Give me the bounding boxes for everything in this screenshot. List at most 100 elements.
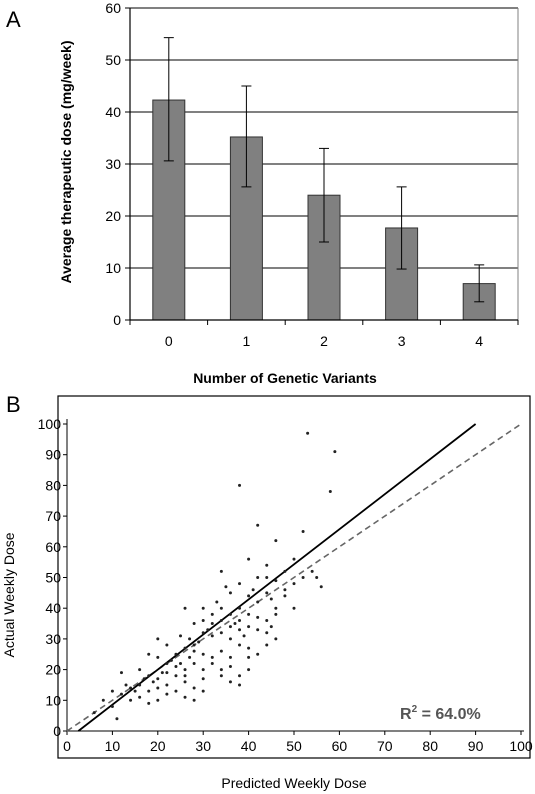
panel-b-letter: B (6, 392, 21, 417)
data-point (283, 588, 287, 592)
data-point (256, 600, 260, 604)
data-point (138, 695, 142, 699)
x-tick-label: 10 (105, 738, 121, 754)
data-point (238, 483, 242, 487)
data-point (210, 612, 214, 616)
data-point (174, 652, 178, 656)
data-point (238, 618, 242, 622)
y-tick-label: 20 (45, 662, 61, 678)
y-tick-label: 90 (45, 447, 61, 463)
data-point (179, 634, 182, 638)
data-point (269, 597, 273, 601)
data-point (210, 634, 214, 638)
data-point (174, 674, 178, 678)
data-point (219, 569, 223, 573)
data-point (156, 637, 160, 641)
y-tick-label: 20 (105, 208, 121, 224)
data-point (201, 631, 205, 635)
data-point (188, 637, 192, 641)
x-tick-label: 3 (398, 333, 406, 349)
y-tick-label: 70 (45, 508, 61, 524)
data-point (192, 643, 196, 647)
data-point (319, 585, 323, 589)
data-point (328, 490, 332, 494)
data-point (315, 576, 319, 579)
panel-b-y-axis-title: Actual Weekly Dose (1, 532, 17, 657)
data-point (274, 539, 278, 543)
r-squared-annotation: R2 = 64.0% (400, 704, 481, 723)
data-point (256, 523, 260, 527)
data-point (283, 594, 287, 598)
data-point (174, 665, 178, 669)
y-tick-label: 0 (53, 723, 61, 739)
data-point (179, 661, 182, 665)
x-tick-label: 4 (475, 333, 483, 349)
panel-a-letter: A (6, 7, 21, 32)
data-point (206, 628, 210, 632)
x-tick-label: 90 (468, 738, 484, 754)
x-tick-label: 20 (150, 738, 166, 754)
data-point (133, 689, 137, 693)
data-point (233, 622, 237, 626)
data-point (228, 612, 232, 616)
data-point (265, 576, 269, 579)
data-point (247, 646, 251, 650)
data-point (219, 674, 223, 678)
data-point (201, 689, 205, 693)
data-point (110, 689, 114, 693)
panel-b-x-tick-labels: 0 10 20 30 40 50 60 70 80 90 100 (63, 738, 533, 754)
y-tick-label: 30 (105, 156, 121, 172)
data-point (156, 677, 160, 681)
data-point (156, 698, 160, 702)
data-point (265, 643, 269, 647)
data-point (251, 588, 255, 592)
data-point (197, 640, 201, 644)
data-point (192, 649, 196, 653)
data-point (210, 661, 214, 665)
x-tick-label: 1 (243, 333, 251, 349)
y-tick-label: 50 (105, 52, 121, 68)
data-point (165, 661, 169, 665)
data-point (247, 668, 251, 672)
panel-a-axes (125, 7, 519, 325)
data-point (219, 606, 223, 610)
data-point (247, 557, 251, 561)
data-point (274, 637, 278, 641)
data-point (265, 618, 269, 622)
data-point (124, 683, 128, 687)
data-point (219, 649, 223, 653)
y-tick-label: 30 (45, 631, 61, 647)
panel-a-bar-chart: 0 10 20 30 40 50 60 0 1 2 3 4 Number of Genetic Va… (58, 0, 519, 386)
panel-b-lines (66, 423, 522, 732)
data-point (147, 674, 151, 678)
data-point (201, 606, 205, 610)
data-point (115, 717, 119, 721)
y-tick-label: 100 (38, 416, 62, 432)
data-point (238, 628, 242, 632)
data-point (129, 686, 133, 690)
data-point (201, 668, 205, 672)
data-point (333, 450, 337, 454)
data-point (228, 637, 232, 641)
y-tick-label: 60 (45, 539, 61, 555)
data-point (228, 655, 232, 659)
data-point (183, 606, 187, 610)
data-point (274, 612, 278, 616)
panel-a-x-axis-title: Number of Genetic Variants (193, 370, 377, 386)
y-tick-label: 10 (45, 692, 61, 708)
data-point (169, 658, 173, 662)
data-point (201, 677, 205, 681)
data-point (238, 606, 242, 610)
panel-b-points (92, 431, 337, 721)
data-point (238, 674, 242, 678)
data-point (224, 585, 228, 589)
panel-a-error-bars (163, 37, 485, 303)
data-point (228, 680, 232, 684)
x-tick-label: 60 (332, 738, 348, 754)
data-point (201, 652, 205, 656)
y-tick-label: 40 (45, 600, 61, 616)
data-point (228, 625, 232, 629)
panel-b-axes (63, 419, 524, 735)
data-point (238, 683, 242, 687)
